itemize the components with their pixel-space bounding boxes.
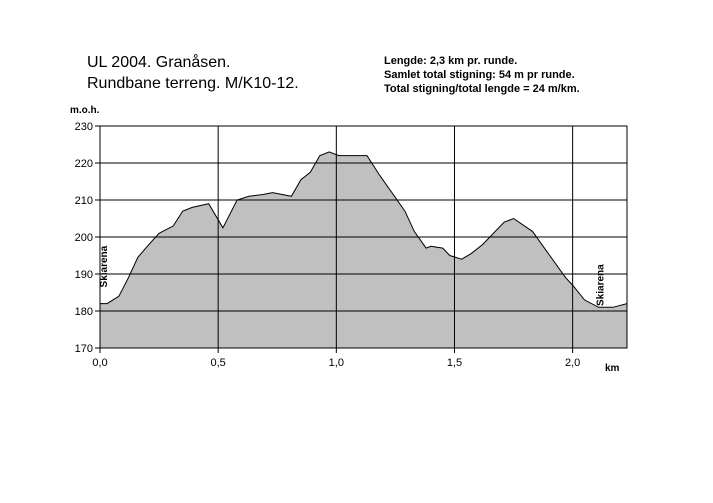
x-tick-label: 2,0 — [565, 357, 580, 369]
elevation-line — [100, 151, 628, 308]
y-axis-label: m.o.h. — [70, 105, 100, 116]
y-tick-label: 220 — [75, 158, 93, 170]
x-axis-label: km — [605, 363, 620, 374]
info-length: Lengde: 2,3 km pr. runde. — [384, 55, 518, 67]
y-tick-label: 210 — [75, 195, 93, 207]
annotation-skiarena: Skiarena — [595, 264, 606, 306]
x-tick-label: 1,0 — [329, 357, 344, 369]
x-tick-label: 1,5 — [447, 357, 462, 369]
chart-subtitle: Rundbane terreng. M/K10-12. — [87, 75, 299, 92]
elevation-area — [100, 151, 627, 348]
plot-frame — [99, 125, 628, 349]
info-total-climb: Samlet total stigning: 54 m pr runde. — [384, 69, 575, 81]
y-tick-label: 180 — [75, 306, 93, 318]
y-tick-label: 230 — [75, 121, 93, 133]
y-tick-label: 170 — [75, 343, 93, 355]
x-tick-label: 0,5 — [211, 357, 226, 369]
chart-title: UL 2004. Granåsen. — [87, 54, 231, 71]
x-tick-label: 0,0 — [92, 357, 107, 369]
info-climb-ratio: Total stigning/total lengde = 24 m/km. — [384, 83, 580, 95]
y-tick-label: 190 — [75, 269, 93, 281]
y-tick-label: 200 — [75, 232, 93, 244]
annotation-skiarena: Skiarena — [99, 245, 110, 287]
